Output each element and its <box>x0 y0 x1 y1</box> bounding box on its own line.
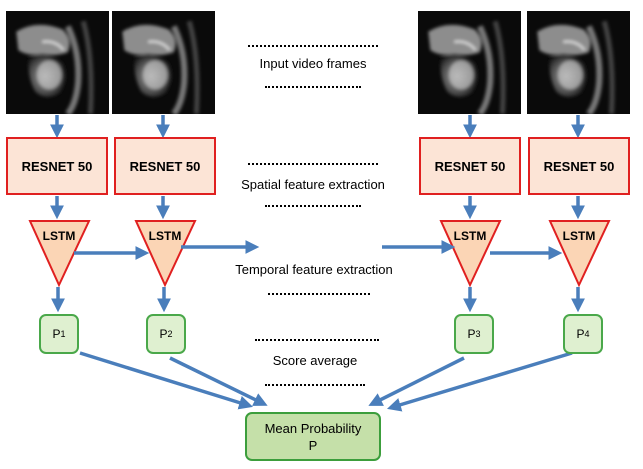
lstm-triangle-3 <box>439 220 502 288</box>
dots-spatial-top <box>248 163 378 165</box>
prediction-letter-1: P <box>52 327 61 341</box>
prediction-index-2: 2 <box>167 329 173 339</box>
input-frame-1 <box>6 11 109 114</box>
mri-image <box>112 11 215 114</box>
arrow-p1-mean <box>79 351 254 410</box>
prediction-index-3: 3 <box>475 329 481 339</box>
prediction-index-4: 4 <box>584 329 590 339</box>
arrow-p4-mean <box>386 351 573 412</box>
mean-probability-box: Mean Probability P <box>245 412 381 461</box>
resnet-box-4: RESNET 50 <box>528 137 630 195</box>
stage-label-score: Score average <box>272 353 358 368</box>
stage-label-input: Input video frames <box>259 56 367 71</box>
lstm-label-3: LSTM <box>454 229 487 243</box>
mri-image <box>6 11 109 114</box>
stage-label-spatial: Spatial feature extraction <box>241 177 385 192</box>
input-frame-3 <box>418 11 521 114</box>
lstm-triangle-4 <box>548 220 611 288</box>
dots-input-bottom <box>265 86 361 88</box>
dots-spatial-bottom <box>265 205 361 207</box>
lstm-label-2: LSTM <box>149 229 182 243</box>
dots-input-top <box>248 45 378 47</box>
lstm-label-4: LSTM <box>563 229 596 243</box>
prediction-letter-2: P <box>159 327 168 341</box>
resnet-box-2: RESNET 50 <box>114 137 216 195</box>
mri-image <box>418 11 521 114</box>
dots-score-top <box>255 339 379 341</box>
lstm-triangle-2 <box>134 220 197 288</box>
prediction-letter-3: P <box>467 327 476 341</box>
arrow-p2-mean <box>169 356 268 406</box>
prediction-letter-4: P <box>576 327 585 341</box>
mri-image <box>527 11 630 114</box>
arrow-p3-mean <box>368 356 465 406</box>
dots-score-bottom <box>265 384 365 386</box>
resnet-box-1: RESNET 50 <box>6 137 108 195</box>
dots-temporal-bottom <box>268 293 370 295</box>
input-frame-2 <box>112 11 215 114</box>
mean-probability-line2: P <box>308 437 318 453</box>
mean-probability-line1: Mean Probability <box>264 420 362 436</box>
lstm-label-1: LSTM <box>43 229 76 243</box>
stage-label-temporal: Temporal feature extraction <box>235 262 393 277</box>
resnet-box-3: RESNET 50 <box>419 137 521 195</box>
prediction-index-1: 1 <box>60 329 66 339</box>
input-frame-4 <box>527 11 630 114</box>
